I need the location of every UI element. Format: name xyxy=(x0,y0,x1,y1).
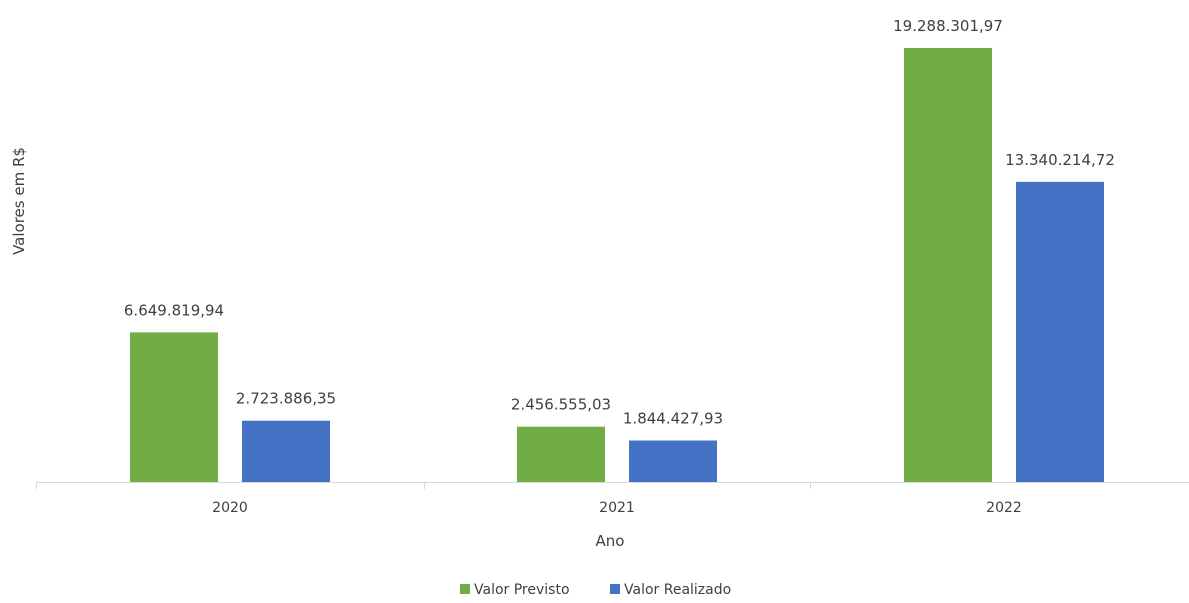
data-label-valor-realizado-2022: 13.340.214,72 xyxy=(1005,151,1115,169)
bar-valor-realizado-2022 xyxy=(1016,181,1104,482)
data-label-valor-realizado-2021: 1.844.427,93 xyxy=(623,409,723,427)
x-axis: 2020 2021 2022 xyxy=(36,482,1189,516)
legend-label-valor-previsto: Valor Previsto xyxy=(474,582,570,598)
plot-area: 6.649.819,94 2.456.555,03 19.288.301,97 2.7… xyxy=(124,17,1115,482)
data-label-valor-previsto-2021: 2.456.555,03 xyxy=(511,396,611,414)
legend-swatch-valor-realizado xyxy=(610,584,620,594)
data-label-valor-realizado-2020: 2.723.886,35 xyxy=(236,390,336,408)
legend: Valor Previsto Valor Realizado xyxy=(460,582,731,598)
legend-label-valor-realizado: Valor Realizado xyxy=(624,582,731,598)
x-axis-title: Ano xyxy=(596,532,625,550)
y-axis-title: Valores em R$ xyxy=(10,147,28,255)
x-tick-label-2022: 2022 xyxy=(986,500,1022,516)
data-label-valor-previsto-2022: 19.288.301,97 xyxy=(893,17,1003,35)
data-label-valor-previsto-2020: 6.649.819,94 xyxy=(124,301,224,319)
bar-valor-previsto-2022 xyxy=(904,48,992,482)
bar-valor-previsto-2020 xyxy=(130,332,218,482)
bar-valor-realizado-2021 xyxy=(629,440,717,482)
legend-swatch-valor-previsto xyxy=(460,584,470,594)
x-tick-label-2021: 2021 xyxy=(599,500,635,516)
bar-valor-previsto-2021 xyxy=(517,426,605,482)
x-tick-label-2020: 2020 xyxy=(212,500,248,516)
bar-valor-realizado-2020 xyxy=(242,420,330,482)
